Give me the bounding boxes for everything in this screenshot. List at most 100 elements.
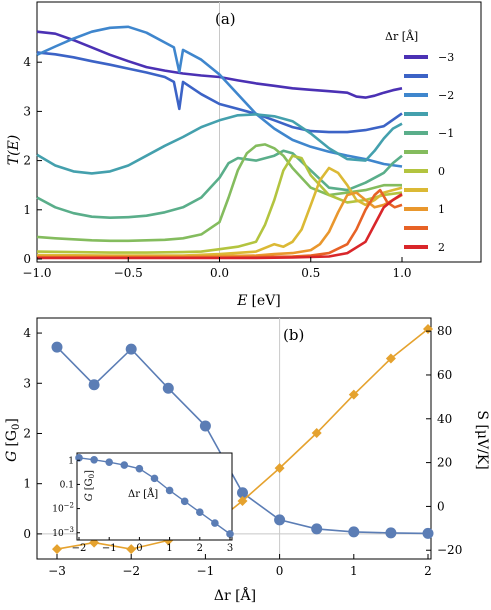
panel-a-legend-title: Δr [Å] <box>385 29 418 43</box>
panel-a-y-tick-label-1: 1 <box>23 203 31 217</box>
panel-a-legend-label-8: 1 <box>438 203 445 216</box>
panel-b-series-1-point-9 <box>385 353 396 364</box>
panel-b-x-tick-label-5: 2 <box>424 564 432 578</box>
panel-b-series-1-point-5 <box>237 495 248 506</box>
panel-a-legend: Δr [Å] −3 −2 −1 0 1 2 <box>385 29 454 254</box>
panel-b-x-tick-label-1: −2 <box>122 564 140 578</box>
panel-a-x-tick-label-1: −0.5 <box>114 266 143 280</box>
panel-b-series-0-point-7 <box>311 523 323 535</box>
panel-a-series-line-1 <box>36 51 403 134</box>
panel-a-x-axis-unit: [eV] <box>251 293 280 309</box>
panel-a-series-line-8 <box>37 191 403 258</box>
panel-b-right-y-label: S [μV/K] <box>474 410 490 469</box>
inset-point-3 <box>120 461 129 469</box>
inset-y-axis-label-unit: [G <box>84 478 95 490</box>
inset-frame <box>76 452 233 541</box>
inset-y-tick-label-0: 1 <box>68 456 74 466</box>
panel-b-series-0-point-5 <box>237 487 248 499</box>
panel-b-series-0-point-9 <box>385 527 397 539</box>
panel-b-tag: (b) <box>283 326 304 344</box>
panel-b-series-1-point-7 <box>311 428 322 439</box>
panel-a-ticks: −1.0 −0.5 0.0 0.5 1.0 0 1 2 3 4 <box>22 55 411 280</box>
panel-b-left-y-label-unit: [G <box>4 430 20 447</box>
inset-x-tick-label-1: −1 <box>102 543 117 554</box>
inset-point-6 <box>165 486 174 495</box>
panel-b-x-tick-label-3: 0 <box>276 564 284 578</box>
panel-b-right-tick-label-5: 80 <box>437 324 452 338</box>
panel-a-series-line-7 <box>36 166 403 257</box>
panel-a-x-tick-label-3: 0.5 <box>301 266 320 280</box>
panel-b-left-y-label: G[G0] <box>4 418 22 462</box>
panel-b-series-0-point-3 <box>162 382 174 394</box>
panel-b-series-1-point-2 <box>126 544 137 555</box>
panel-a-legend-label-2: −2 <box>438 89 454 102</box>
inset-x-tick-label-3: 1 <box>166 543 172 554</box>
inset-y-tick-base-3: 10 <box>52 529 64 539</box>
panel-a-x-tick-label-2: 0.0 <box>210 266 229 280</box>
panel-b-right-tick-label-4: 60 <box>437 368 452 382</box>
panel-a-y-tick-label-4: 4 <box>23 55 31 69</box>
panel-b-right-tick-label-2: 20 <box>437 456 452 470</box>
panel-a-x-axis-var: E <box>236 293 247 309</box>
inset-point-2 <box>105 458 113 466</box>
inset-y-tick-exponent-2: −2 <box>64 502 74 510</box>
inset-x-tick-label-4: 2 <box>197 543 203 554</box>
panel-b-x-tick-label-0: −3 <box>48 564 66 578</box>
panel-a-y-tick-label-2: 2 <box>23 154 31 168</box>
inset-series-group <box>75 454 234 538</box>
panel-a-series-line-3 <box>36 113 403 175</box>
panel-a-series-line-10 <box>37 193 403 260</box>
inset-y-tick-label-1: 0.1 <box>60 480 74 490</box>
panel-b-series-0-point-0 <box>51 341 63 353</box>
panel-b-left-tick-label-0: 0 <box>23 527 31 541</box>
panel-b-left-tick-label-4: 4 <box>23 326 31 340</box>
inset-x-axis-label: Δr [Å] <box>128 488 158 500</box>
panel-b-right-tick-label-3: 40 <box>437 412 452 426</box>
inset-y-tick-label-3: 10−3 <box>52 526 74 539</box>
panel-a-x-tick-label-4: 1.0 <box>392 266 411 280</box>
inset-y-axis-label-sub: 0 <box>88 474 96 478</box>
inset-point-7 <box>180 497 189 506</box>
panel-a-y-tick-label-3: 3 <box>23 104 31 118</box>
panel-b-series-1-point-8 <box>348 389 359 400</box>
panel-b-left-tick-label-1: 1 <box>23 477 31 491</box>
panel-b-series-0-point-6 <box>274 514 286 526</box>
panel-b-right-tick-label-0: −20 <box>437 543 462 557</box>
panel-b-left-tick-label-3: 3 <box>23 376 31 390</box>
panel-b-inset-log-chart: −2 −1 0 1 2 310.110−210−3 Δr [Å] G[G0] <box>52 452 234 554</box>
panel-a-y-tick-label-0: 0 <box>23 252 31 266</box>
panel-b-series-0-point-2 <box>125 343 137 355</box>
panel-a-tag: (a) <box>215 10 236 28</box>
panel-a-transmission-chart: −1.0 −0.5 0.0 0.5 1.0 0 1 2 3 4 (a) T(E) E [eV] Δr… <box>6 1 482 309</box>
panel-b-x-axis-label: Δr [Å] <box>214 586 256 604</box>
panel-a-y-axis-label: T(E) <box>6 135 22 165</box>
inset-point-5 <box>150 474 159 483</box>
inset-point-8 <box>196 508 204 517</box>
inset-y-tick-label-2: 10−2 <box>52 502 74 515</box>
panel-b-series-0-point-1 <box>88 379 100 391</box>
panel-b-series-1-point-0 <box>52 544 62 555</box>
panel-a-series-line-0 <box>36 30 403 99</box>
inset-point-9 <box>211 519 219 527</box>
panel-a-x-axis-label: E [eV] <box>236 293 281 309</box>
panel-a-legend-label-10: 2 <box>438 241 445 254</box>
inset-y-tick-exponent-3: −3 <box>64 526 74 534</box>
inset-y-tick-base-2: 10 <box>52 505 64 515</box>
inset-point-0 <box>75 454 83 462</box>
inset-y-tick-base-1: 0.1 <box>60 480 74 490</box>
inset-x-tick-label-2: 0 <box>136 543 142 554</box>
inset-y-axis-label-var: G <box>84 493 95 501</box>
panel-b-series-0-point-8 <box>348 526 360 538</box>
inset-y-axis-label: G[G0] <box>84 470 96 501</box>
inset-x-tick-label-5: 3 <box>227 543 233 554</box>
panel-a-legend-label-0: −3 <box>438 51 454 64</box>
panel-a-legend-label-4: −1 <box>438 127 454 140</box>
panel-b-series-1-point-6 <box>274 463 285 474</box>
inset-point-4 <box>135 464 144 473</box>
panel-b-left-tick-label-2: 2 <box>23 426 31 440</box>
inset-y-tick-base-0: 1 <box>68 456 74 466</box>
